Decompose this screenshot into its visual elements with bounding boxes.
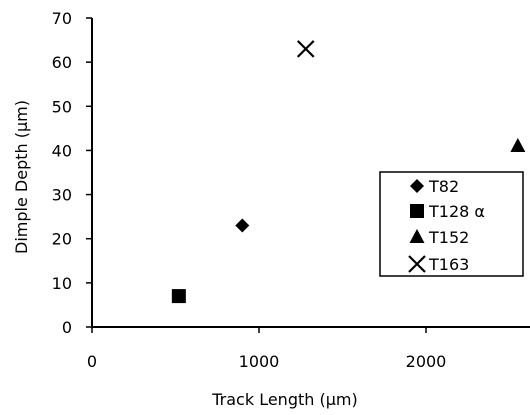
diamond-data-point — [235, 218, 250, 233]
triangle-marker-icon — [409, 229, 425, 243]
y-tick-label: 20 — [52, 230, 72, 249]
x-tick-label: 0 — [87, 352, 97, 371]
legend-label: T163 — [428, 255, 469, 274]
y-tick-label: 70 — [52, 9, 72, 28]
legend-box — [379, 171, 524, 277]
y-tick-label: 30 — [52, 186, 72, 205]
legend-label: T82 — [428, 177, 459, 196]
x-axis-ticks: 0 1000 2000 — [87, 327, 446, 371]
square-data-point — [171, 289, 186, 304]
legend-marker — [409, 229, 425, 243]
legend-marker — [408, 255, 426, 273]
y-tick-label: 50 — [52, 97, 72, 116]
triangle-data-point — [510, 138, 526, 153]
x-tick-label: 2000 — [406, 352, 447, 371]
diamond-marker-icon — [410, 179, 424, 193]
legend-marker — [410, 179, 424, 193]
cross-data-point — [296, 40, 315, 58]
y-tick-label: 10 — [52, 274, 72, 293]
y-tick-label: 40 — [52, 141, 72, 160]
legend-item-t128: T128 α — [410, 202, 485, 221]
legend-item-t82: T82 — [410, 177, 459, 196]
legend-item-t152: T152 — [409, 228, 469, 247]
y-axis-title: Dimple Depth (µm) — [12, 100, 31, 254]
y-tick-label: 0 — [62, 318, 72, 337]
axes — [91, 18, 530, 328]
x-axis-title: Track Length (µm) — [211, 390, 357, 409]
square-marker-icon — [410, 204, 424, 218]
cross-marker-icon — [408, 255, 426, 273]
y-tick-label: 60 — [52, 53, 72, 72]
data-points — [171, 40, 526, 304]
x-tick-label: 1000 — [239, 352, 280, 371]
legend-label: T128 α — [428, 202, 485, 221]
legend-item-t163: T163 — [408, 255, 469, 274]
y-axis-ticks: 0 10 20 30 40 50 60 70 — [52, 9, 92, 337]
legend: T82 T128 α T152 T163 — [379, 171, 524, 277]
legend-marker — [410, 204, 424, 218]
legend-label: T152 — [428, 228, 469, 247]
